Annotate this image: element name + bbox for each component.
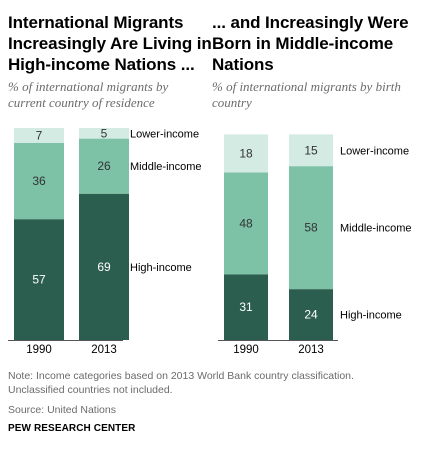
- footnote: Note: Income categories based on 2013 Wo…: [8, 370, 354, 396]
- chart1-bar-1990-high-income: [14, 219, 64, 340]
- chart2-stacked-bar: 31 48 18 1990 24 58 15 2013 High-income Middle-in…: [218, 134, 412, 356]
- chart1-bar-1990-lower-income: [14, 128, 64, 143]
- chart1-legend-middle-income: Middle-income: [130, 161, 202, 173]
- chart2-value-label-1990-middle-income: 48: [239, 216, 253, 230]
- chart2-value-label-2013-middle-income: 58: [304, 221, 318, 235]
- chart1-value-label-2013-lower-income: 5: [101, 126, 108, 140]
- chart1-value-label-1990-middle-income: 36: [32, 174, 46, 188]
- chart1-value-label-1990-lower-income: 7: [36, 128, 43, 142]
- chart2-bar-2013-high-income: [289, 289, 333, 340]
- chart2-bar-2013-middle-income: [289, 166, 333, 290]
- chart2-x-tick-label-1990: 1990: [233, 344, 259, 356]
- chart2-subtitle: % of international migrants by birth cou…: [212, 79, 401, 110]
- chart2-bar-2013-lower-income: [289, 134, 333, 167]
- pew-logo-text: PEW RESEARCH CENTER: [8, 423, 136, 434]
- chart1-legend-lower-income: Lower-income: [130, 128, 199, 140]
- chart1-value-label-1990-high-income: 57: [32, 273, 46, 287]
- chart1-subtitle: % of international migrants by current c…: [8, 79, 169, 110]
- chart2-value-label-1990-high-income: 31: [239, 300, 253, 314]
- chart1-x-tick-label-2013: 2013: [91, 344, 117, 356]
- chart1-value-label-2013-middle-income: 26: [97, 159, 111, 173]
- chart1-title: International Migrants Increasingly Are …: [8, 13, 212, 74]
- chart2-legend-lower-income: Lower-income: [340, 145, 409, 157]
- chart1-legend-high-income: High-income: [130, 262, 192, 274]
- chart2-value-label-1990-lower-income: 18: [239, 146, 253, 160]
- chart2-legend-middle-income: Middle-income: [340, 223, 412, 235]
- chart1-value-label-2013-high-income: 69: [97, 260, 111, 274]
- chart1-bar-1990-middle-income: [14, 142, 64, 220]
- chart2-value-label-2013-lower-income: 15: [304, 143, 318, 157]
- chart1-bar-2013-middle-income: [79, 138, 129, 194]
- chart1-stacked-bar: 57 36 7 1990 69 26 5 2013 High-income Middle-inco…: [8, 126, 202, 356]
- chart2-title: ... and Increasingly Were Born in Middle…: [212, 13, 409, 74]
- chart2-bar-1990-high-income: [224, 274, 268, 340]
- source-line: Source: United Nations: [8, 404, 116, 416]
- chart1-x-tick-label-1990: 1990: [26, 344, 52, 356]
- chart2-legend-high-income: High-income: [340, 310, 402, 322]
- chart2-bar-1990-middle-income: [224, 172, 268, 275]
- chart2-bar-1990-lower-income: [224, 134, 268, 173]
- chart1-bar-2013-high-income: [79, 193, 129, 340]
- chart2-x-tick-label-2013: 2013: [298, 344, 324, 356]
- chart2-value-label-2013-high-income: 24: [304, 308, 318, 322]
- chart1-bar-2013-lower-income: [79, 128, 129, 139]
